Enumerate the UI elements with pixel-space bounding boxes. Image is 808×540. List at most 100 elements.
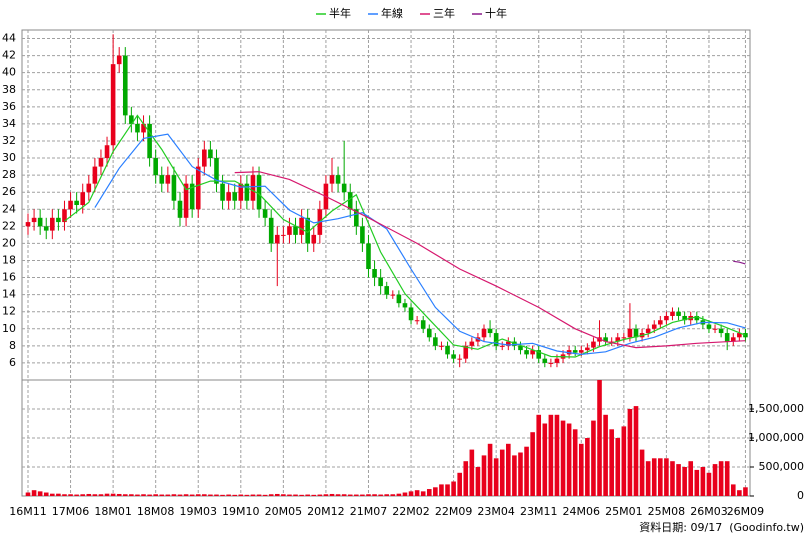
- volume-bar: [274, 493, 280, 496]
- x-tick-label: 22M02: [392, 505, 430, 518]
- candle-body: [664, 315, 669, 321]
- candle-body: [135, 123, 140, 133]
- x-tick-label: 19M03: [179, 505, 217, 518]
- candle-body: [627, 328, 633, 338]
- volume-bar: [129, 494, 134, 496]
- candle-body: [530, 350, 535, 355]
- candle-body: [129, 115, 134, 124]
- ma-line: [234, 171, 746, 349]
- x-tick-label: 18M08: [137, 505, 175, 518]
- volume-bar: [183, 494, 189, 496]
- volume-bar: [171, 494, 177, 496]
- volume-bar: [737, 490, 742, 496]
- volume-bar: [426, 489, 432, 496]
- candle-body: [518, 345, 523, 351]
- volume-bar: [287, 494, 292, 496]
- y-tick-label: 8: [9, 339, 16, 352]
- candle-body: [293, 226, 298, 235]
- candle-body: [98, 158, 104, 167]
- volume-bar: [220, 494, 225, 496]
- x-tick-label: 17M06: [52, 505, 90, 518]
- volume-bar: [293, 494, 298, 496]
- volume-bar: [311, 494, 317, 496]
- volume-bar: [238, 494, 244, 496]
- candle-body: [578, 350, 584, 353]
- volume-bar: [451, 481, 456, 496]
- candle-body: [743, 333, 748, 338]
- candle-body: [426, 328, 432, 338]
- candle-body: [86, 183, 92, 193]
- volume-bar: [621, 426, 627, 496]
- volume-bar: [457, 472, 462, 496]
- candle-body: [396, 294, 402, 304]
- volume-bar: [396, 493, 402, 496]
- volume-bar: [366, 494, 371, 496]
- candle-body: [487, 328, 493, 334]
- candle-body: [165, 175, 171, 184]
- candle-body: [256, 175, 262, 210]
- x-tick-label: 19M10: [222, 505, 260, 518]
- candle-body: [712, 328, 718, 330]
- volume-bar: [92, 494, 98, 496]
- x-tick-label: 21M07: [350, 505, 388, 518]
- candle-body: [420, 320, 426, 329]
- candle-body: [37, 217, 43, 227]
- volume-bar: [694, 469, 700, 496]
- y-tick-label: 28: [2, 168, 16, 181]
- candle-body: [159, 175, 165, 184]
- volume-bar: [603, 414, 608, 496]
- candle-body: [68, 200, 73, 210]
- volume-bar: [214, 494, 219, 496]
- candle-body: [615, 337, 621, 342]
- candle-body: [43, 226, 49, 231]
- candle-body: [372, 269, 377, 278]
- x-tick-label: 20M05: [265, 505, 303, 518]
- volume-bar: [408, 491, 414, 496]
- volume-bar: [670, 461, 675, 496]
- candle-body: [414, 320, 420, 322]
- volume-bar: [439, 484, 444, 496]
- candle-body: [439, 345, 444, 347]
- y-tick-label: 38: [2, 83, 16, 96]
- y-tick-label: 18: [2, 253, 16, 266]
- footer: 資料日期: 09/17 (Goodinfo.tw): [639, 520, 804, 534]
- x-tick-label: 16M11: [9, 505, 47, 518]
- volume-bar: [305, 494, 310, 496]
- volume-bar: [615, 438, 621, 496]
- candle-body: [603, 337, 608, 342]
- candle-body: [268, 217, 274, 244]
- y-tick-label: 10: [2, 322, 16, 335]
- candle-body: [676, 311, 681, 316]
- volume-bar: [244, 494, 250, 496]
- candle-body: [189, 183, 195, 210]
- volume-bar: [706, 472, 712, 496]
- volume-bar: [110, 493, 116, 496]
- volume-bar: [177, 494, 183, 496]
- volume-bar: [566, 423, 572, 496]
- volume-bar: [317, 494, 323, 496]
- volume-bar: [730, 484, 736, 496]
- volume-bar: [633, 406, 639, 496]
- volume-bar: [25, 492, 31, 496]
- volume-bar: [347, 494, 353, 496]
- x-tick-label: 23M11: [520, 505, 558, 518]
- volume-bar: [658, 458, 663, 496]
- volume-bar: [554, 414, 560, 496]
- volume-bar: [493, 458, 499, 496]
- volume-bar: [700, 467, 706, 496]
- volume-bar: [384, 494, 390, 496]
- candle-body: [92, 166, 98, 184]
- candle-body: [250, 175, 256, 201]
- candle-body: [311, 234, 317, 244]
- candle-body: [633, 328, 639, 338]
- candle-body: [214, 158, 219, 184]
- candle-body: [730, 337, 736, 342]
- candle-body: [354, 209, 359, 227]
- y-tick-label: 14: [2, 288, 16, 301]
- volume-bar: [499, 449, 505, 496]
- volume-bar: [572, 429, 578, 496]
- x-tick-label: 20M12: [307, 505, 345, 518]
- candle-body: [62, 209, 67, 223]
- volume-bar: [688, 461, 694, 496]
